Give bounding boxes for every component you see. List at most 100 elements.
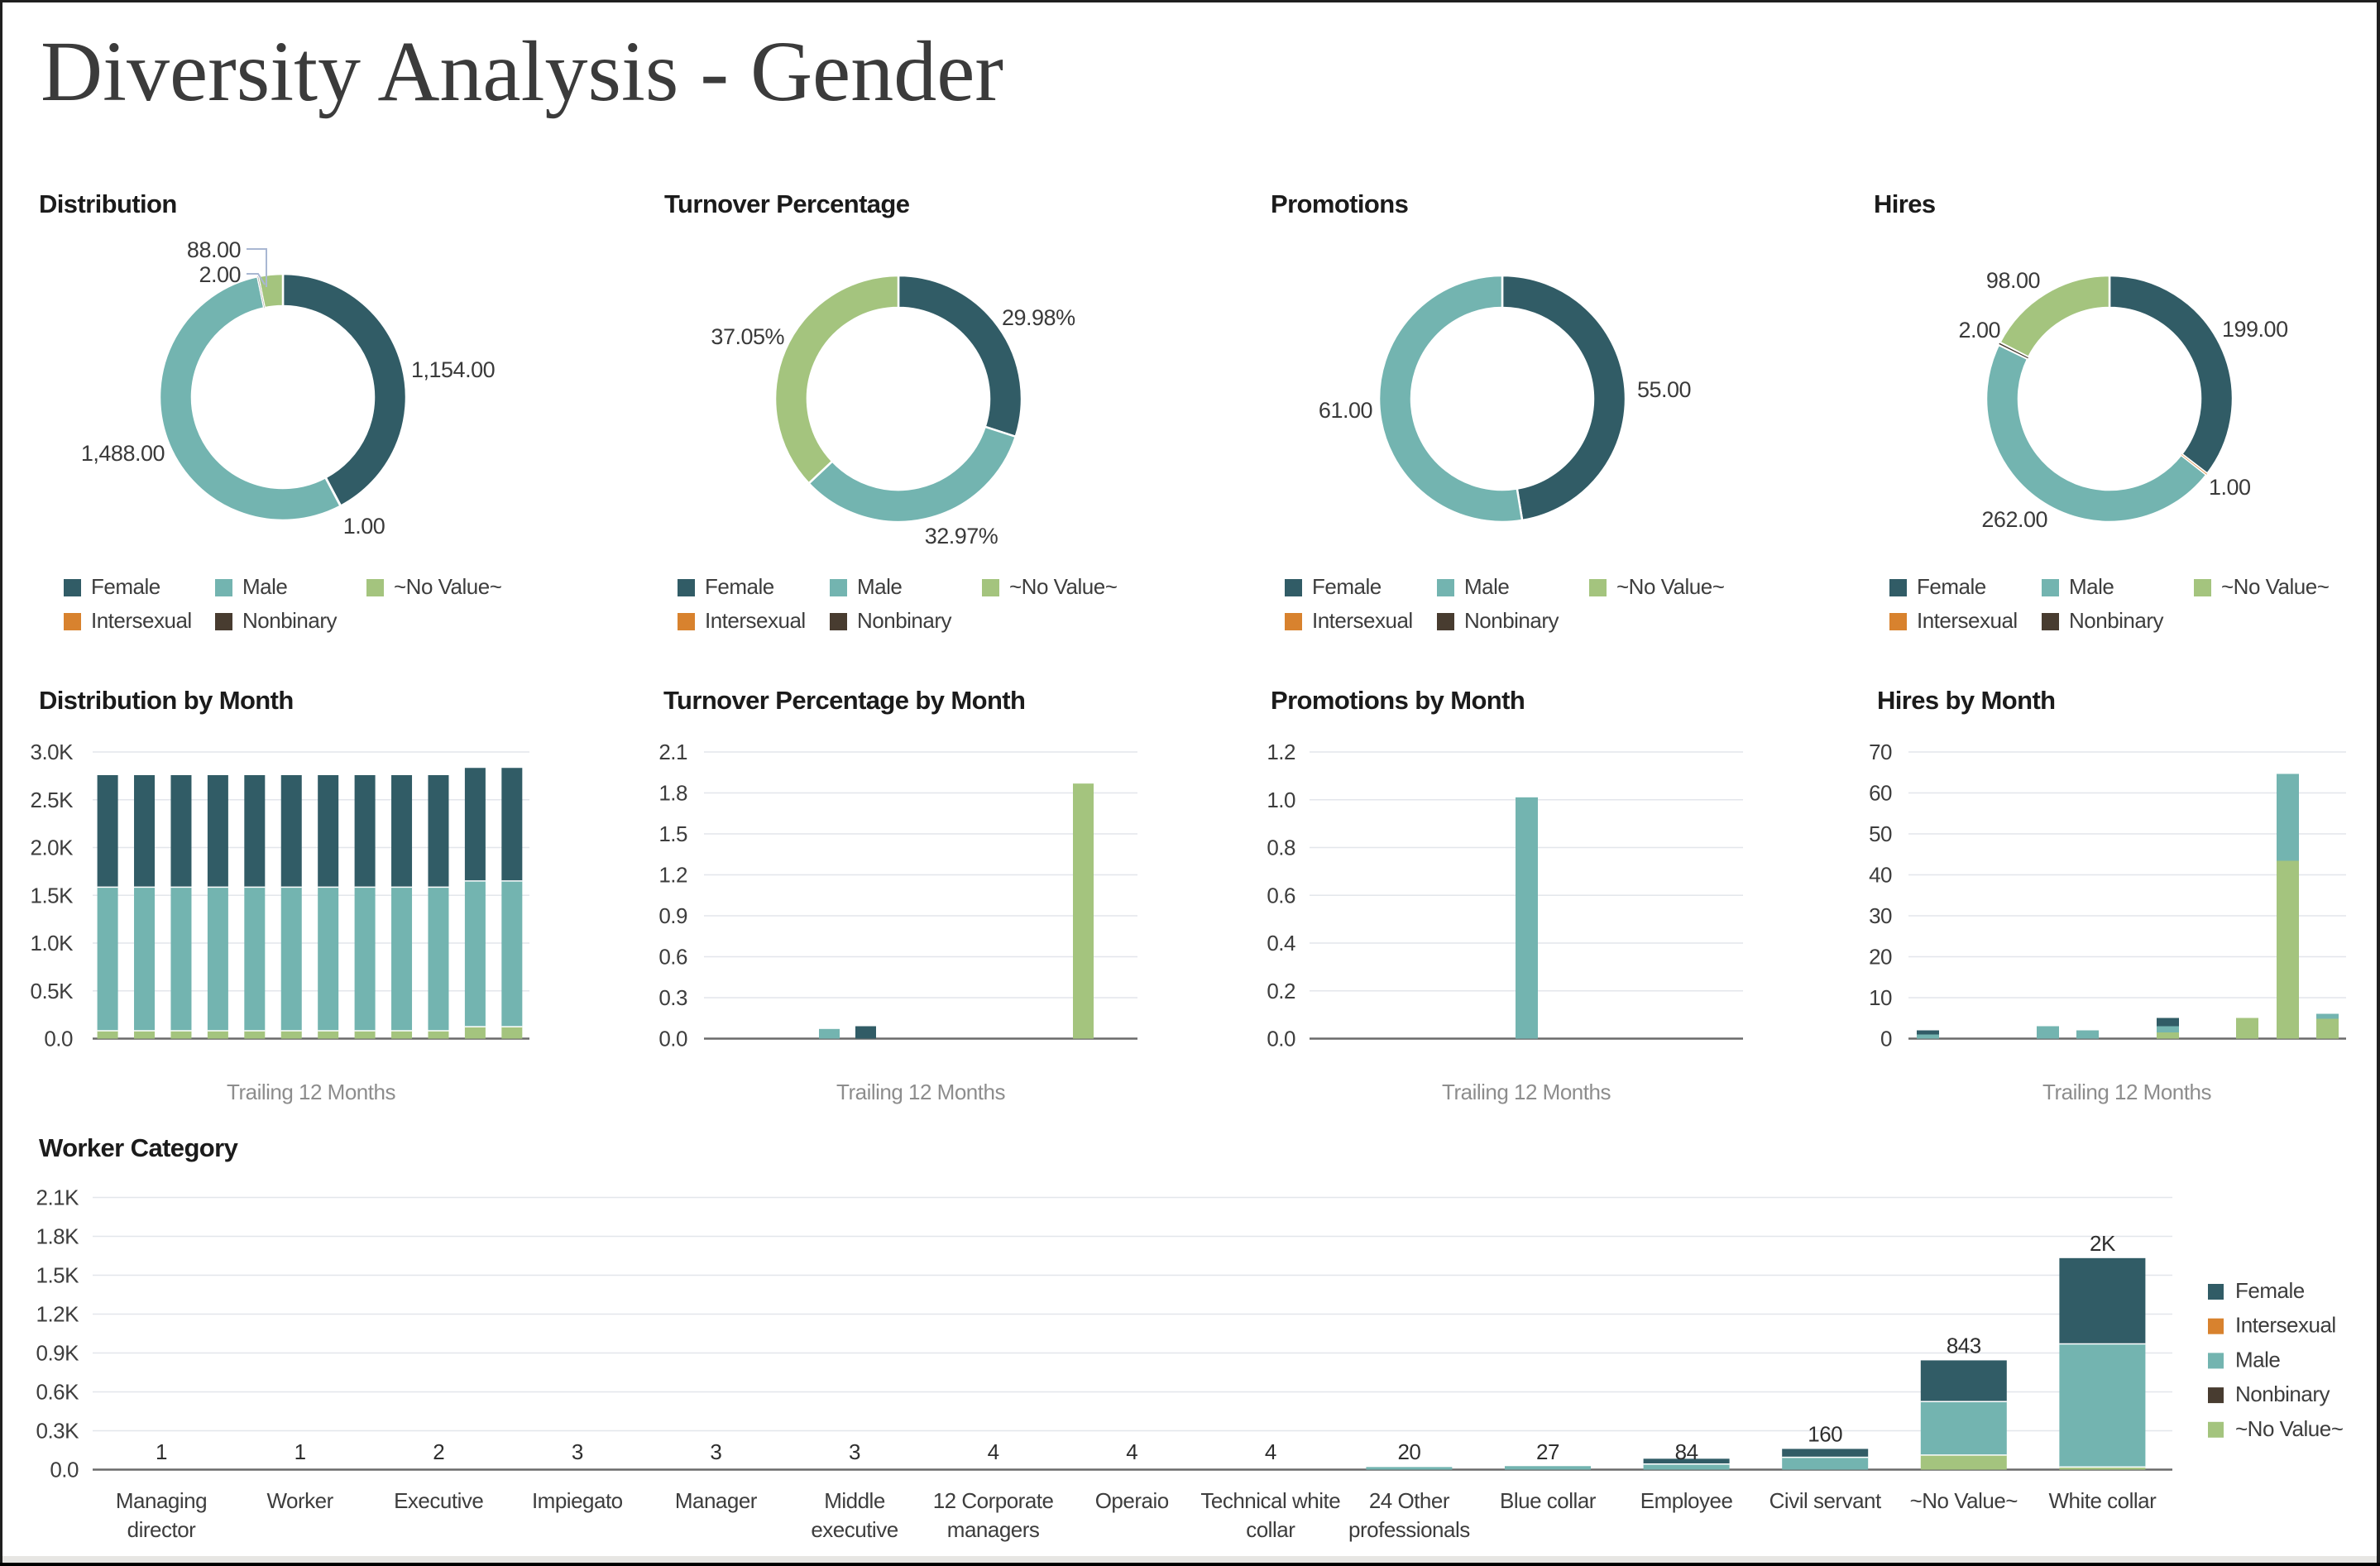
- svg-text:~No Value~: ~No Value~: [1910, 1488, 2018, 1513]
- svg-text:Nonbinary: Nonbinary: [2069, 608, 2164, 633]
- svg-text:2.0K: 2.0K: [31, 836, 74, 860]
- svg-text:director: director: [127, 1517, 197, 1542]
- svg-text:0.3: 0.3: [658, 985, 687, 1010]
- svg-text:Female: Female: [91, 574, 160, 599]
- svg-text:1.00: 1.00: [343, 514, 385, 539]
- svg-text:1: 1: [295, 1439, 306, 1464]
- svg-text:37.05%: 37.05%: [711, 324, 784, 349]
- svg-text:2K: 2K: [2090, 1231, 2116, 1256]
- svg-text:98.00: 98.00: [1986, 268, 2040, 293]
- svg-text:4: 4: [988, 1439, 999, 1464]
- svg-text:1.00: 1.00: [2209, 475, 2251, 500]
- svg-text:27: 27: [1536, 1439, 1559, 1464]
- svg-text:Employee: Employee: [1640, 1488, 1733, 1513]
- svg-text:843: 843: [1947, 1333, 1981, 1358]
- svg-text:40: 40: [1869, 863, 1892, 888]
- svg-text:20: 20: [1869, 945, 1892, 970]
- svg-text:White collar: White collar: [2048, 1488, 2157, 1513]
- svg-text:Male: Male: [2069, 574, 2114, 599]
- svg-text:Male: Male: [857, 574, 902, 599]
- svg-text:Impiegato: Impiegato: [532, 1488, 623, 1513]
- svg-text:60: 60: [1869, 781, 1892, 806]
- svg-text:~No Value~: ~No Value~: [2235, 1416, 2344, 1441]
- svg-text:Male: Male: [2235, 1347, 2280, 1372]
- svg-text:4: 4: [1265, 1439, 1276, 1464]
- svg-text:2.1: 2.1: [658, 740, 687, 764]
- svg-text:Trailing 12 Months: Trailing 12 Months: [836, 1080, 1005, 1104]
- svg-text:30: 30: [1869, 903, 1892, 928]
- svg-text:Trailing 12 Months: Trailing 12 Months: [1442, 1080, 1611, 1104]
- svg-text:12 Corporate: 12 Corporate: [933, 1488, 1054, 1513]
- svg-text:Female: Female: [1917, 574, 1986, 599]
- svg-text:4: 4: [1126, 1439, 1137, 1464]
- svg-text:2.00: 2.00: [199, 262, 241, 287]
- svg-text:0.3K: 0.3K: [36, 1419, 80, 1444]
- svg-text:0.4: 0.4: [1267, 931, 1295, 955]
- svg-text:1.0: 1.0: [1267, 788, 1295, 812]
- svg-text:50: 50: [1869, 821, 1892, 846]
- svg-text:Female: Female: [2235, 1278, 2305, 1303]
- svg-text:1.5: 1.5: [658, 821, 687, 846]
- svg-text:1,488.00: 1,488.00: [81, 441, 165, 466]
- svg-text:Intersexual: Intersexual: [1917, 608, 2018, 633]
- svg-text:Operaio: Operaio: [1095, 1488, 1169, 1513]
- svg-text:2.00: 2.00: [1958, 318, 2000, 342]
- svg-text:70: 70: [1869, 740, 1892, 764]
- svg-text:84: 84: [1675, 1439, 1698, 1464]
- svg-text:Female: Female: [705, 574, 774, 599]
- svg-text:Male: Male: [1464, 574, 1509, 599]
- svg-text:1.8K: 1.8K: [36, 1224, 80, 1249]
- svg-text:3.0K: 3.0K: [31, 740, 74, 764]
- svg-text:Promotions by Month: Promotions by Month: [1271, 686, 1525, 715]
- svg-text:Managing: Managing: [116, 1488, 207, 1513]
- svg-text:Intersexual: Intersexual: [2235, 1313, 2336, 1338]
- svg-text:1,154.00: 1,154.00: [411, 357, 495, 382]
- svg-text:1.2K: 1.2K: [36, 1302, 80, 1327]
- svg-text:~No Value~: ~No Value~: [1616, 574, 1725, 599]
- svg-text:0: 0: [1880, 1027, 1892, 1051]
- svg-text:Worker: Worker: [266, 1488, 333, 1513]
- svg-text:0.0: 0.0: [50, 1458, 79, 1482]
- svg-text:Hires by Month: Hires by Month: [1877, 686, 2056, 715]
- svg-text:Intersexual: Intersexual: [705, 608, 806, 633]
- svg-text:Technical white: Technical white: [1200, 1488, 1340, 1513]
- svg-text:160: 160: [1808, 1421, 1842, 1446]
- svg-text:Promotions: Promotions: [1271, 189, 1408, 218]
- svg-text:0.9: 0.9: [658, 903, 687, 928]
- svg-text:Diversity Analysis - Gender: Diversity Analysis - Gender: [41, 24, 1003, 119]
- svg-text:~No Value~: ~No Value~: [1009, 574, 1118, 599]
- svg-text:Distribution by Month: Distribution by Month: [39, 686, 294, 715]
- svg-text:Trailing 12 Months: Trailing 12 Months: [2042, 1080, 2211, 1104]
- svg-text:29.98%: 29.98%: [1002, 305, 1075, 330]
- svg-text:1: 1: [156, 1439, 167, 1464]
- svg-text:Nonbinary: Nonbinary: [242, 608, 338, 633]
- svg-text:Turnover Percentage by Month: Turnover Percentage by Month: [663, 686, 1025, 715]
- svg-text:1.0K: 1.0K: [31, 931, 74, 955]
- svg-text:0.6: 0.6: [658, 945, 687, 970]
- svg-text:32.97%: 32.97%: [925, 524, 998, 548]
- svg-text:0.0: 0.0: [1267, 1027, 1295, 1051]
- svg-text:2.5K: 2.5K: [31, 788, 74, 812]
- svg-text:professionals: professionals: [1348, 1517, 1470, 1542]
- svg-text:0.0: 0.0: [44, 1027, 73, 1051]
- svg-text:2.1K: 2.1K: [36, 1185, 80, 1210]
- svg-text:Male: Male: [242, 574, 287, 599]
- svg-text:0.8: 0.8: [1267, 836, 1295, 860]
- svg-text:0.6K: 0.6K: [36, 1380, 80, 1405]
- svg-text:Executive: Executive: [394, 1488, 483, 1513]
- svg-text:1.2: 1.2: [1267, 740, 1295, 764]
- svg-text:55.00: 55.00: [1637, 377, 1691, 402]
- svg-text:199.00: 199.00: [2222, 317, 2288, 342]
- svg-text:Intersexual: Intersexual: [91, 608, 192, 633]
- svg-text:3: 3: [710, 1439, 721, 1464]
- svg-text:~No Value~: ~No Value~: [394, 574, 502, 599]
- svg-text:collar: collar: [1246, 1517, 1295, 1542]
- svg-text:managers: managers: [947, 1517, 1040, 1542]
- svg-text:0.0: 0.0: [658, 1027, 687, 1051]
- svg-text:1.5K: 1.5K: [36, 1263, 80, 1288]
- svg-text:24 Other: 24 Other: [1369, 1488, 1450, 1513]
- svg-text:10: 10: [1869, 985, 1892, 1010]
- svg-text:Manager: Manager: [675, 1488, 758, 1513]
- svg-text:Nonbinary: Nonbinary: [857, 608, 952, 633]
- svg-text:Trailing 12 Months: Trailing 12 Months: [227, 1080, 395, 1104]
